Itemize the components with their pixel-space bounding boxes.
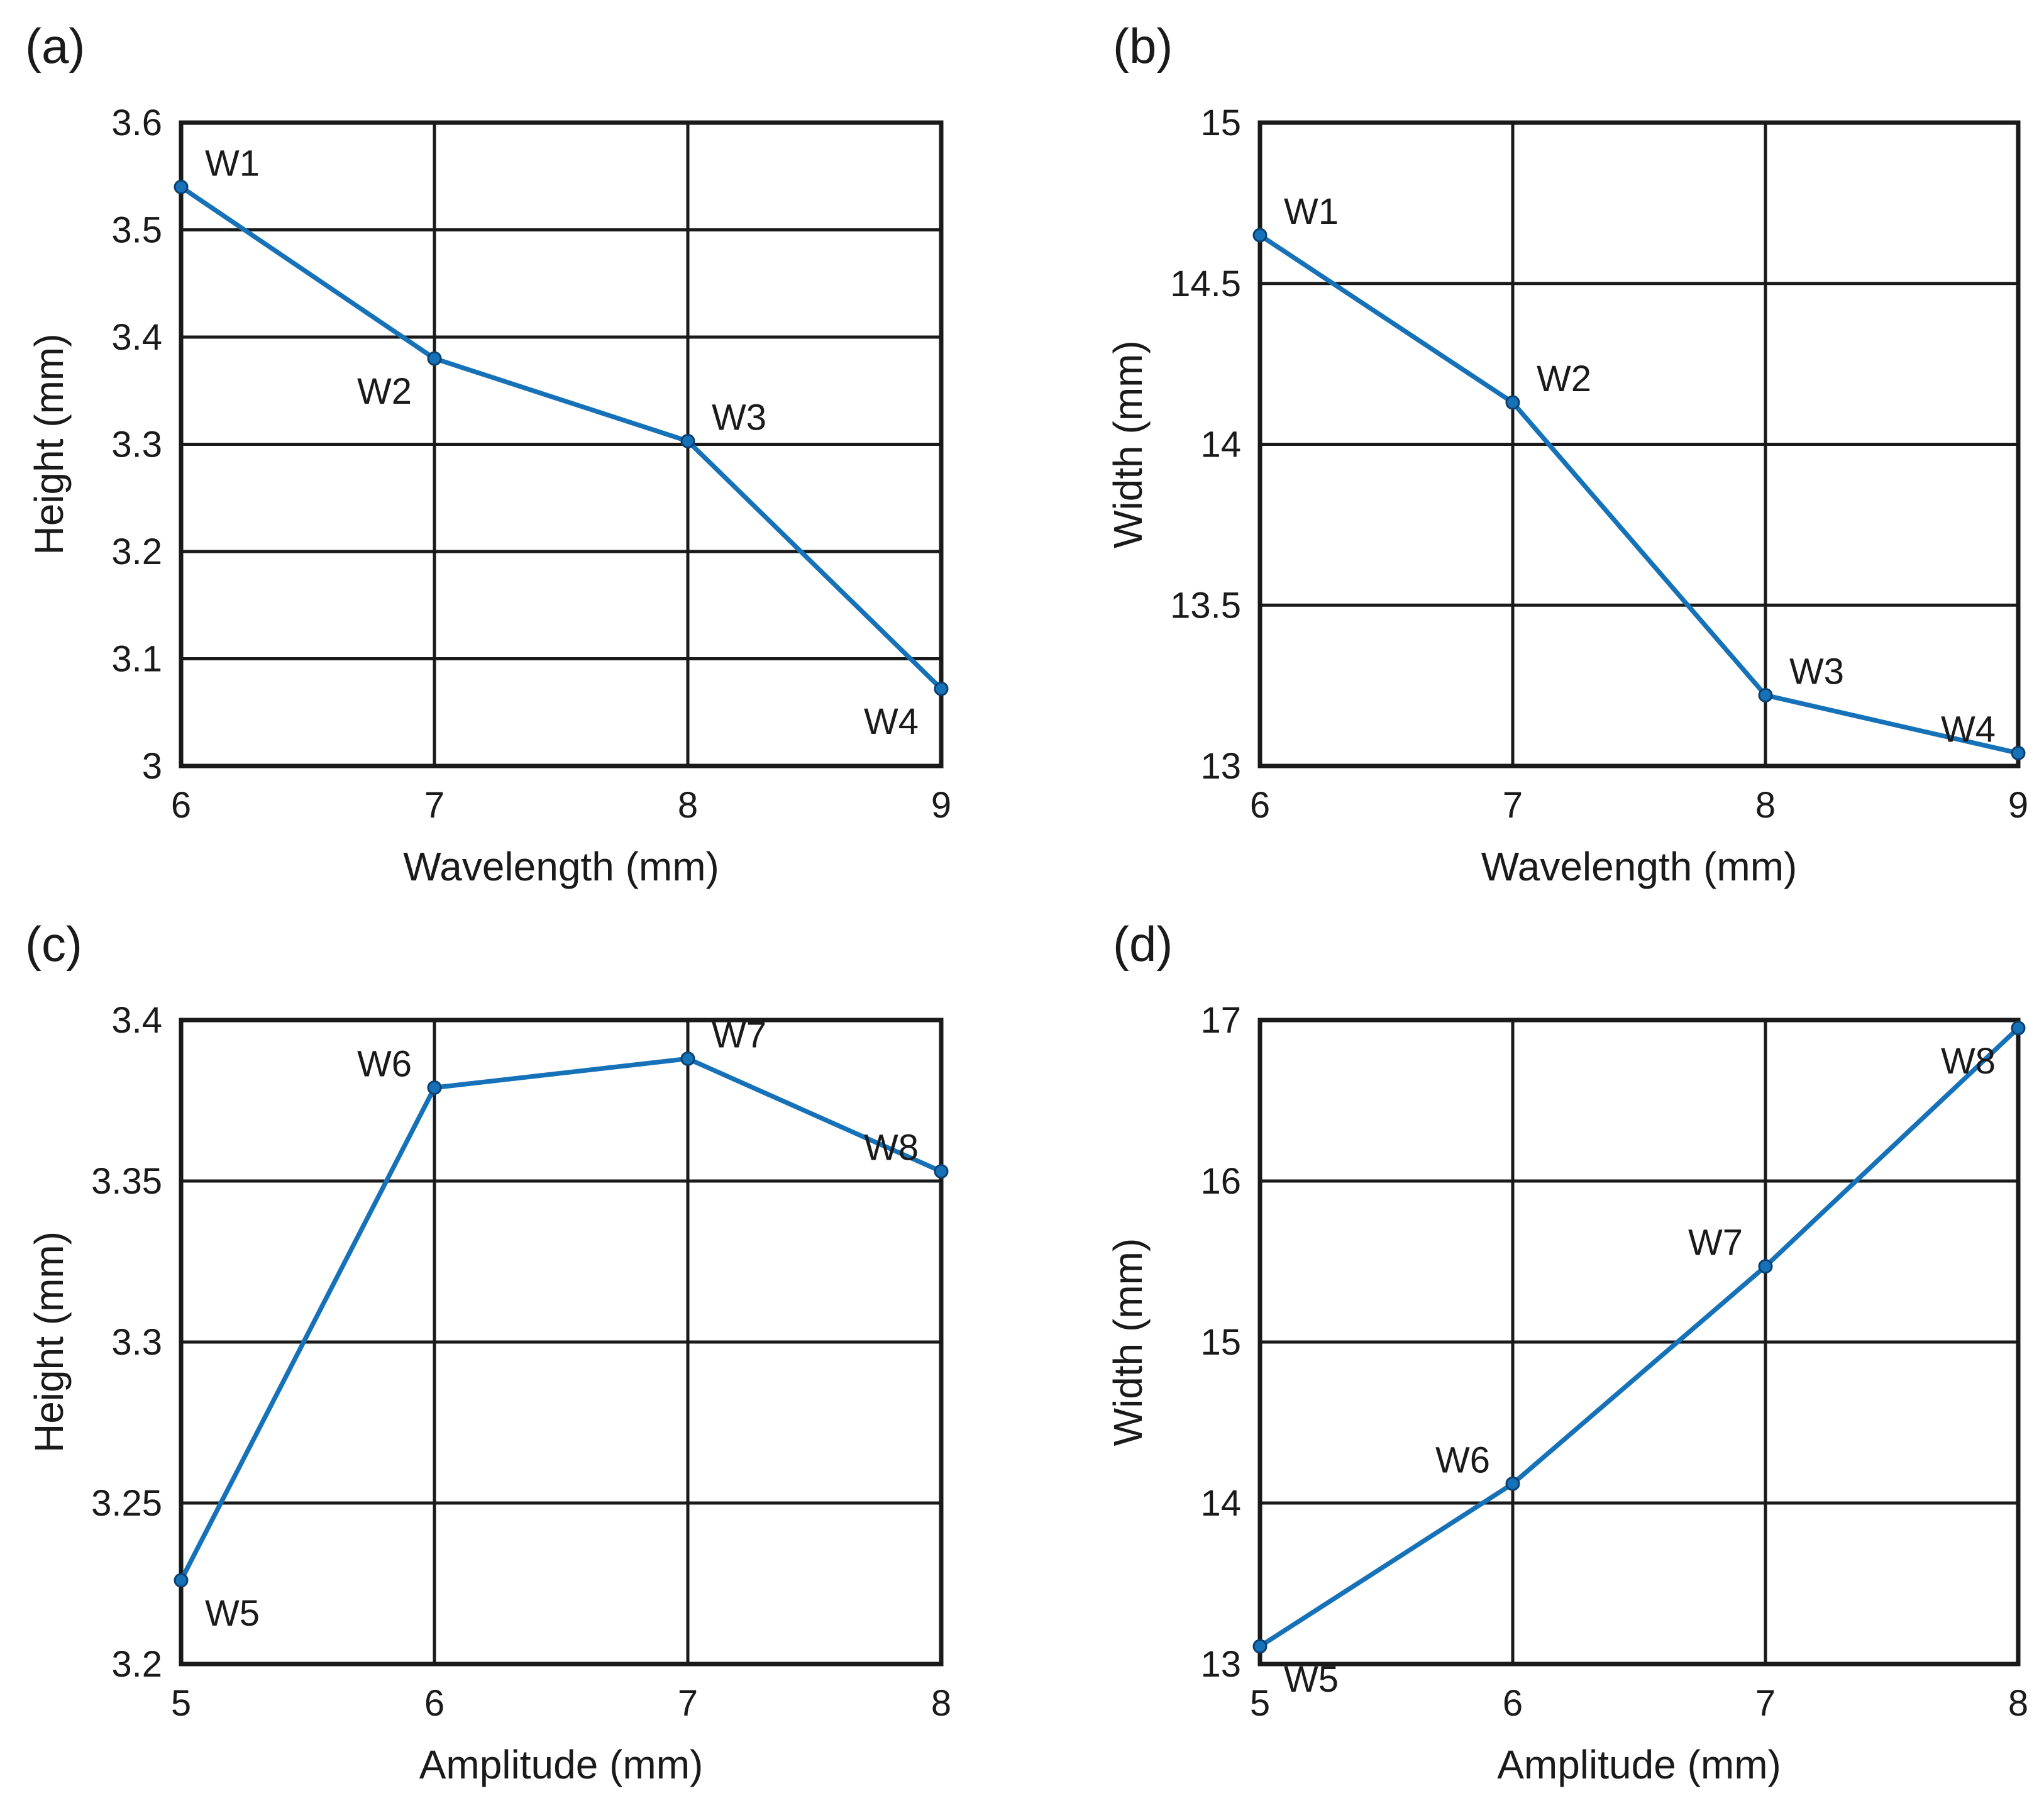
x-axis-title: Wavelength (mm) bbox=[403, 844, 719, 889]
y-axis-title: Height (mm) bbox=[26, 333, 72, 555]
point-label-w1: W1 bbox=[1284, 191, 1339, 232]
data-point-w7 bbox=[1758, 1259, 1773, 1274]
x-tick-label: 6 bbox=[1250, 785, 1270, 826]
x-tick-label: 5 bbox=[171, 1683, 191, 1724]
y-axis-title: Width (mm) bbox=[1105, 1238, 1151, 1446]
chart-panel-d: (d) 5 6 7 8 13 14 15 16 17 Amplitude (mm) Width (mm… bbox=[1105, 916, 2028, 1787]
data-point-w1 bbox=[174, 179, 189, 194]
x-tick-label: 7 bbox=[1503, 785, 1523, 826]
y-tick-label: 3.3 bbox=[111, 424, 162, 465]
point-label-w5: W5 bbox=[1284, 1659, 1339, 1700]
series-line bbox=[179, 1056, 942, 1582]
y-tick-label: 3.4 bbox=[111, 1000, 162, 1041]
x-axis-title: Wavelength (mm) bbox=[1481, 844, 1798, 889]
data-point-w5 bbox=[1252, 1639, 1268, 1654]
data-point-w8 bbox=[2011, 1021, 2026, 1036]
data-point-w4 bbox=[934, 681, 949, 696]
point-label-w5: W5 bbox=[205, 1593, 260, 1634]
point-label-w8: W8 bbox=[864, 1128, 919, 1168]
panel-label: (d) bbox=[1113, 916, 1173, 972]
y-tick-label: 3 bbox=[142, 746, 162, 787]
point-label-w6: W6 bbox=[1435, 1440, 1490, 1480]
axes-frame bbox=[179, 1018, 944, 1667]
point-label-w1: W1 bbox=[205, 143, 260, 184]
y-tick-label: 3.25 bbox=[91, 1483, 162, 1524]
x-tick-label: 6 bbox=[424, 1683, 445, 1724]
series-line bbox=[1258, 233, 2019, 756]
x-axis-title: Amplitude (mm) bbox=[1497, 1742, 1781, 1787]
chart-panel-b: (b) 6 7 8 9 13 13.5 14 14.5 15 Wavelength (mm) Widt… bbox=[1105, 18, 2028, 889]
series-line bbox=[1258, 1026, 2020, 1648]
point-label-w2: W2 bbox=[1537, 358, 1591, 399]
data-point-w5 bbox=[174, 1573, 189, 1588]
panel-label: (c) bbox=[25, 916, 82, 972]
y-tick-label: 3.6 bbox=[111, 103, 162, 143]
y-tick-label: 14 bbox=[1200, 424, 1241, 465]
y-tick-label: 17 bbox=[1200, 1000, 1241, 1041]
point-label-w7: W7 bbox=[1688, 1223, 1743, 1263]
point-label-w2: W2 bbox=[357, 371, 412, 412]
y-tick-label: 15 bbox=[1200, 103, 1241, 143]
chart-panel-c: (c) 5 6 7 8 3.2 3.25 3.3 3.35 3.4 Amplitude (mm) He… bbox=[25, 916, 951, 1787]
data-point-w2 bbox=[1505, 395, 1520, 410]
x-tick-label: 8 bbox=[678, 785, 698, 826]
y-tick-label: 3.3 bbox=[111, 1322, 162, 1363]
x-tick-label: 9 bbox=[2008, 785, 2028, 826]
series-line bbox=[179, 185, 943, 691]
x-tick-label: 8 bbox=[1755, 785, 1776, 826]
y-tick-label: 3.5 bbox=[111, 210, 162, 251]
data-point-w4 bbox=[2011, 746, 2026, 761]
x-tick-label: 8 bbox=[931, 1683, 951, 1724]
chart-panel-a: (a) 6 7 8 9 3 3.1 3.2 3.3 3.4 3.5 3.6 Wavelength (mm… bbox=[25, 18, 951, 889]
y-tick-label: 16 bbox=[1200, 1161, 1241, 1202]
data-point-w7 bbox=[680, 1051, 695, 1066]
data-point-w8 bbox=[934, 1164, 949, 1179]
y-tick-label: 3.2 bbox=[111, 531, 162, 572]
point-label-w4: W4 bbox=[1941, 709, 1996, 750]
panel-label: (b) bbox=[1113, 18, 1173, 74]
y-tick-label: 14 bbox=[1200, 1483, 1241, 1524]
data-point-w6 bbox=[1505, 1476, 1520, 1491]
y-tick-label: 13 bbox=[1200, 746, 1241, 787]
x-tick-label: 8 bbox=[2008, 1683, 2028, 1724]
point-label-w4: W4 bbox=[864, 701, 919, 742]
axes-frame bbox=[179, 120, 944, 768]
y-tick-label: 3.1 bbox=[111, 639, 162, 680]
y-axis-title: Width (mm) bbox=[1105, 340, 1151, 548]
axes-frame bbox=[1257, 1018, 2021, 1667]
y-tick-label: 3.2 bbox=[111, 1644, 162, 1685]
point-label-w3: W3 bbox=[1789, 651, 1844, 692]
x-tick-label: 5 bbox=[1250, 1683, 1270, 1724]
data-point-w1 bbox=[1252, 228, 1268, 243]
y-tick-label: 15 bbox=[1200, 1322, 1241, 1363]
y-axis-title: Height (mm) bbox=[26, 1231, 72, 1453]
x-tick-label: 7 bbox=[1755, 1683, 1776, 1724]
x-tick-label: 9 bbox=[931, 785, 951, 826]
data-point-w2 bbox=[427, 351, 442, 366]
x-tick-label: 7 bbox=[678, 1683, 698, 1724]
panel-label: (a) bbox=[25, 18, 85, 74]
data-point-w3 bbox=[680, 433, 695, 448]
y-tick-label: 3.35 bbox=[91, 1161, 162, 1202]
x-tick-label: 6 bbox=[1503, 1683, 1523, 1724]
x-tick-label: 7 bbox=[424, 785, 445, 826]
point-label-w3: W3 bbox=[712, 397, 766, 438]
x-axis-title: Amplitude (mm) bbox=[419, 1742, 704, 1787]
axes-frame bbox=[1257, 120, 2021, 768]
point-label-w8: W8 bbox=[1941, 1041, 1996, 1082]
x-tick-label: 6 bbox=[171, 785, 191, 826]
y-tick-label: 3.4 bbox=[111, 317, 162, 358]
data-point-w6 bbox=[427, 1080, 442, 1096]
point-label-w6: W6 bbox=[357, 1044, 412, 1085]
y-tick-label: 13.5 bbox=[1170, 585, 1241, 626]
y-tick-label: 14.5 bbox=[1170, 264, 1241, 304]
data-point-w3 bbox=[1758, 687, 1773, 702]
point-label-w7: W7 bbox=[712, 1014, 766, 1055]
y-tick-label: 13 bbox=[1200, 1644, 1241, 1685]
